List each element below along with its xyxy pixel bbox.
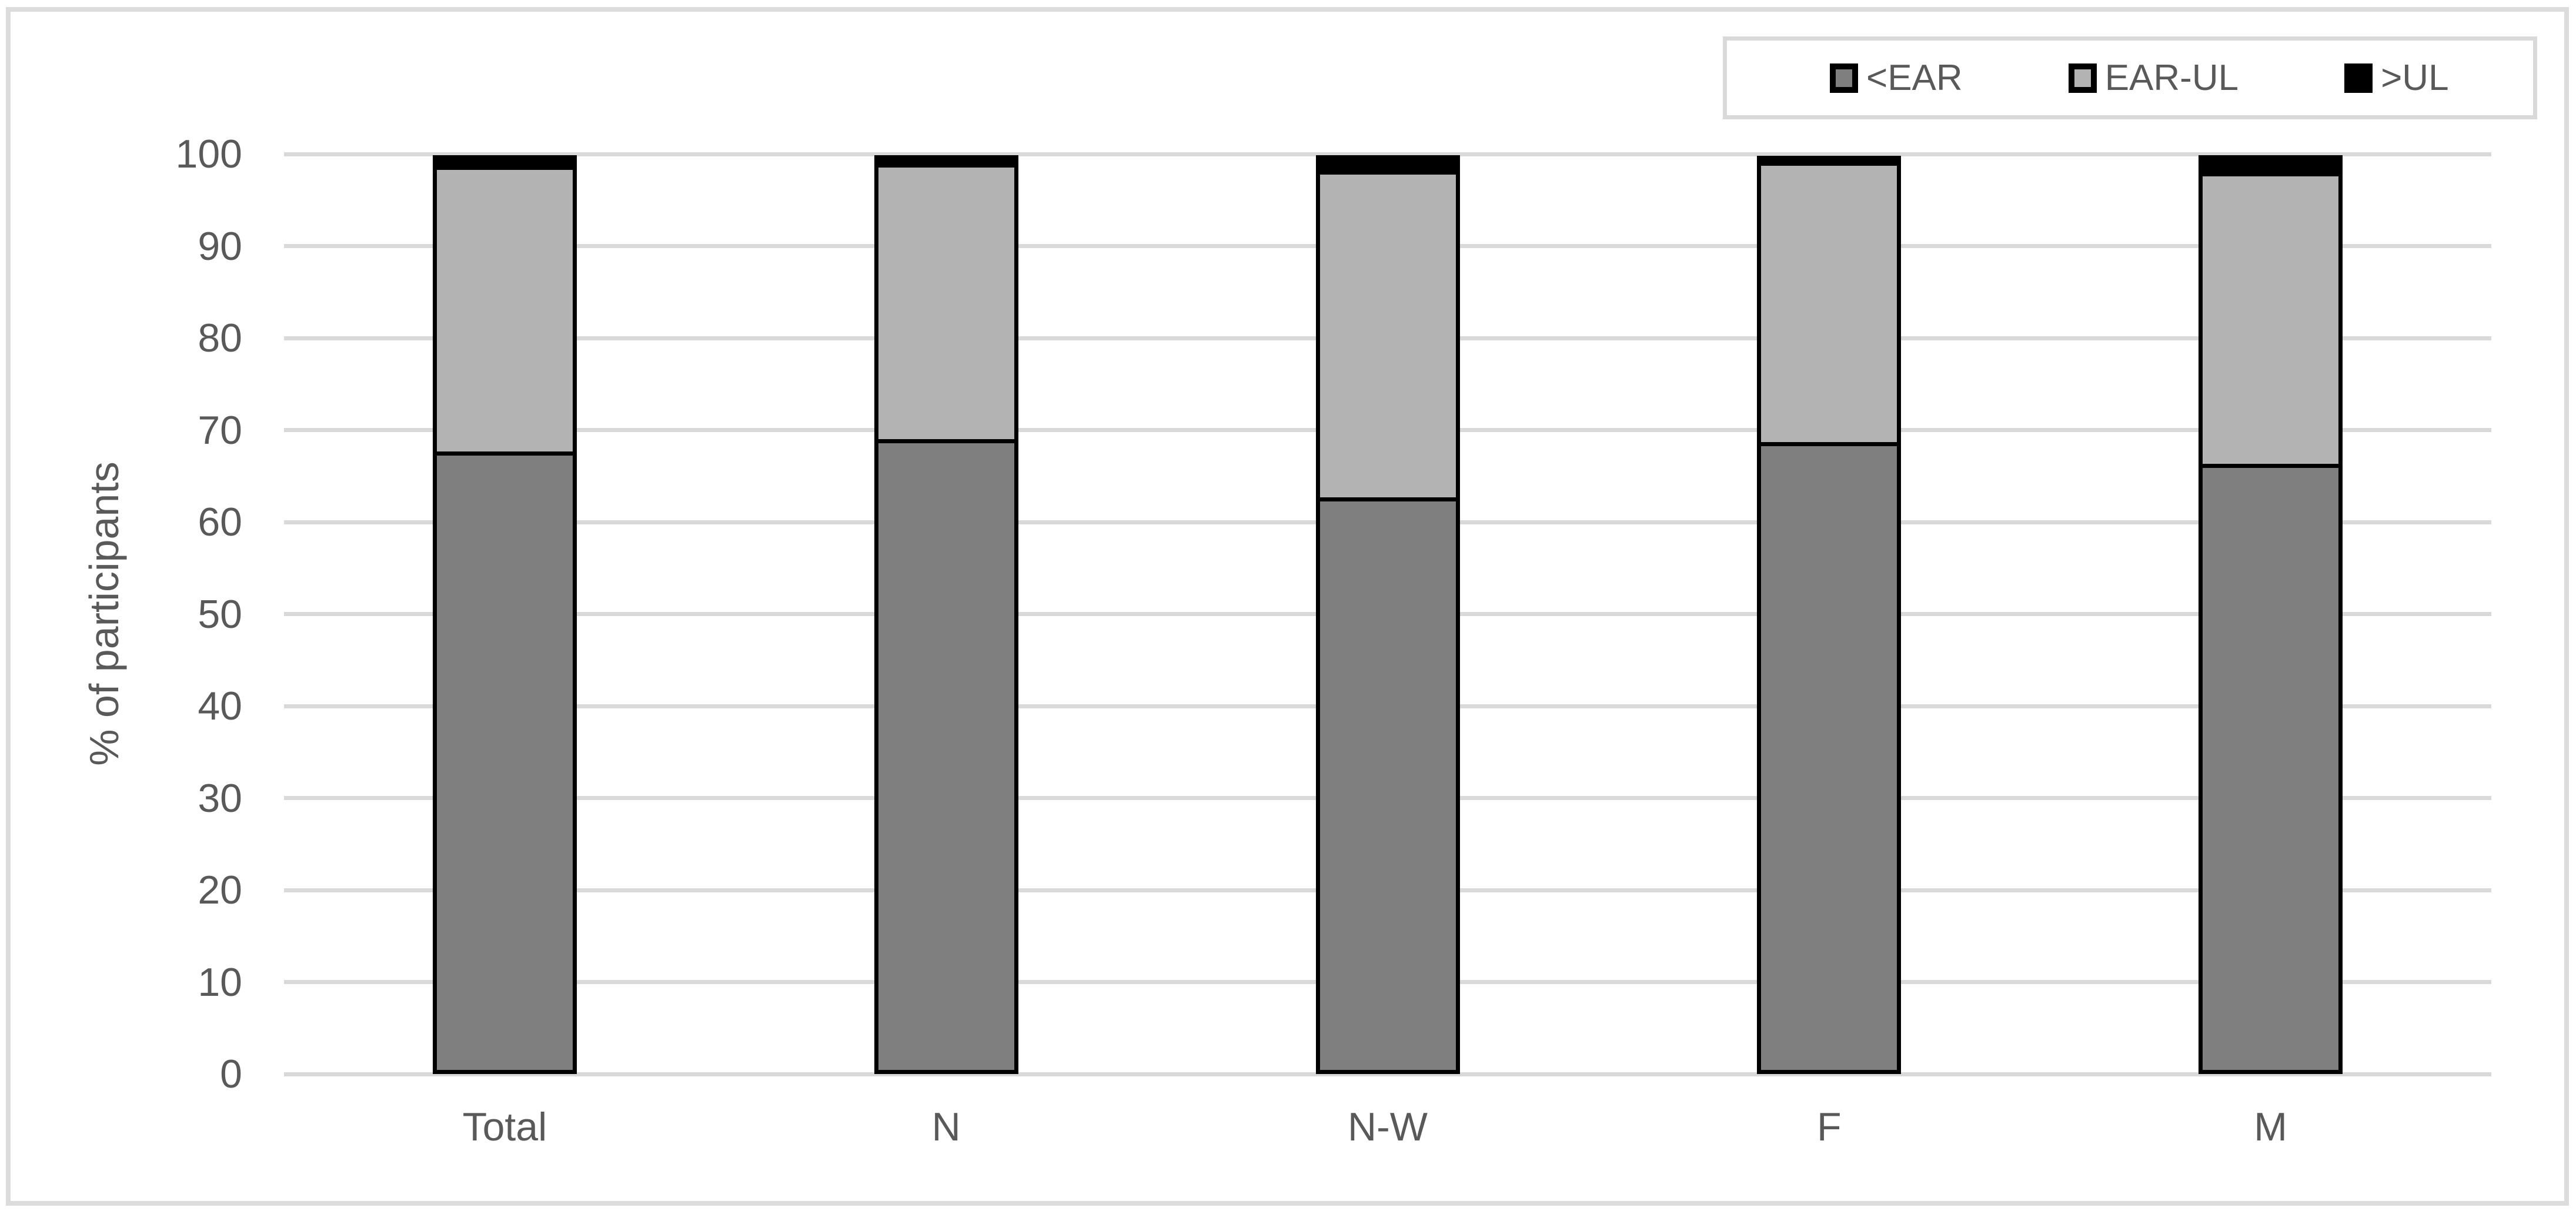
legend-item-label: <EAR bbox=[1866, 58, 1963, 98]
bar-segment-total-ear-ul bbox=[432, 166, 577, 456]
x-axis-label-f: F bbox=[1817, 1105, 1842, 1149]
legend-item-ear-ul: EAR-UL bbox=[2068, 57, 2239, 99]
bar-segment-n-w-over-ul bbox=[1315, 155, 1460, 175]
x-axis-label-n: N bbox=[931, 1105, 961, 1149]
legend-item-over-ul: >UL bbox=[2344, 57, 2449, 99]
y-tick-label-20: 20 bbox=[198, 868, 242, 912]
bar-segment-n-over-ul bbox=[874, 155, 1018, 168]
legend-item-label: >UL bbox=[2381, 58, 2449, 98]
legend-swatch-black-icon bbox=[2344, 63, 2373, 93]
y-tick-label-90: 90 bbox=[198, 223, 242, 269]
y-tick-label-70: 70 bbox=[198, 407, 242, 453]
bar-segment-f-over-ul bbox=[1757, 156, 1902, 166]
y-tick-label-100: 100 bbox=[175, 132, 242, 176]
y-tick-label-50: 50 bbox=[198, 591, 242, 637]
bar-segment-n-w-under-ear bbox=[1315, 497, 1460, 1074]
bar-segment-total-under-ear bbox=[432, 451, 577, 1074]
bar-segment-m-over-ul bbox=[2199, 155, 2343, 177]
bar-m bbox=[2199, 154, 2343, 1074]
legend-item-label: EAR-UL bbox=[2104, 58, 2239, 98]
bar-f bbox=[1757, 154, 1902, 1074]
gridline-100 bbox=[284, 152, 2491, 156]
legend-swatch-light-gray-icon bbox=[2068, 63, 2097, 93]
bar-segment-n-ear-ul bbox=[874, 163, 1018, 444]
y-tick-label-60: 60 bbox=[198, 500, 242, 544]
bar-segment-f-under-ear bbox=[1757, 441, 1902, 1074]
plot-area bbox=[284, 152, 2491, 1076]
legend-swatch-dark-gray-icon bbox=[1830, 63, 1858, 93]
bar-n-w bbox=[1315, 154, 1460, 1074]
legend: <EAR EAR-UL >UL bbox=[1723, 36, 2537, 119]
bar-segment-total-over-ul bbox=[432, 155, 577, 170]
gridline-0 bbox=[284, 1072, 2491, 1076]
bar-segment-m-ear-ul bbox=[2199, 172, 2343, 469]
y-tick-label-80: 80 bbox=[198, 316, 242, 360]
x-axis-label-m: M bbox=[2254, 1105, 2287, 1149]
bar-total bbox=[432, 154, 577, 1074]
y-tick-label-0: 0 bbox=[220, 1052, 242, 1096]
bar-segment-n-w-ear-ul bbox=[1315, 170, 1460, 501]
figure-border bbox=[6, 7, 2569, 1206]
x-axis-label-total: Total bbox=[462, 1105, 547, 1149]
x-axis-labels: Total N N-W F M bbox=[284, 1095, 2491, 1159]
bar-n bbox=[874, 154, 1018, 1074]
bar-segment-m-under-ear bbox=[2199, 464, 2343, 1074]
bar-segment-f-ear-ul bbox=[1757, 161, 1902, 446]
y-tick-label-30: 30 bbox=[198, 775, 242, 821]
x-axis-label-n-w: N-W bbox=[1348, 1105, 1428, 1149]
y-tick-label-40: 40 bbox=[198, 684, 242, 728]
legend-item-under-ear: <EAR bbox=[1830, 57, 1963, 99]
bar-segment-n-under-ear bbox=[874, 439, 1018, 1074]
y-tick-label-10: 10 bbox=[198, 959, 242, 1005]
